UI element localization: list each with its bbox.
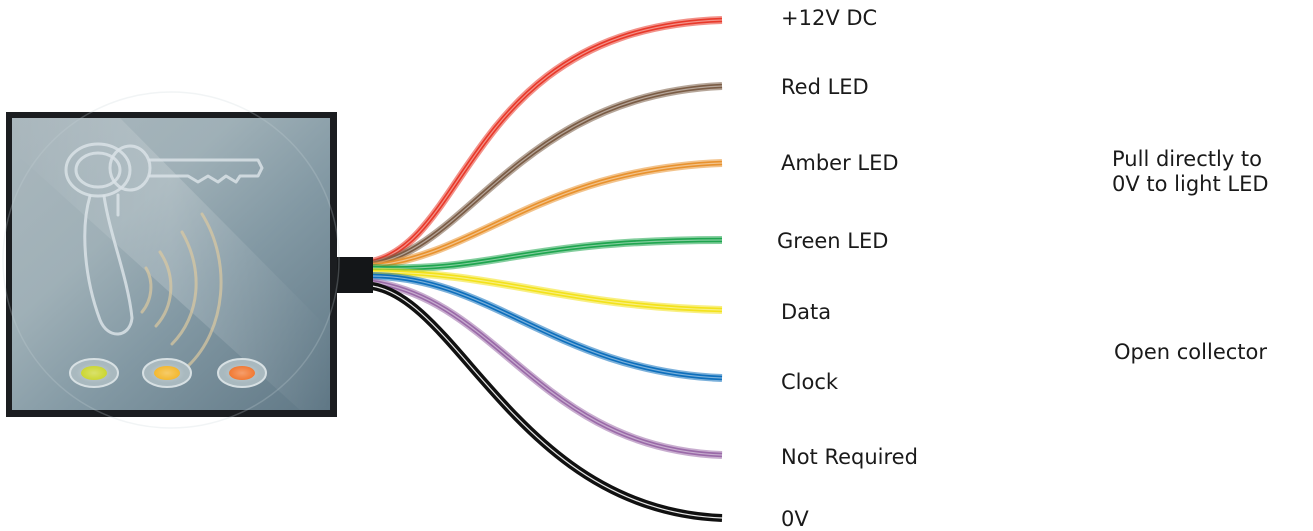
label-0v: 0V [781, 507, 809, 531]
wire-0v [371, 282, 723, 522]
label-green-led: Green LED [777, 229, 889, 253]
red-led-indicator [217, 358, 267, 388]
cable-connector [337, 257, 373, 293]
card-reader [2, 91, 340, 429]
label-data: Data [781, 300, 832, 324]
wire-amber-led [371, 159, 723, 270]
wire-not-required [371, 278, 723, 459]
wire-green-led [371, 236, 723, 273]
key-fob-icon [64, 142, 264, 336]
wire-red-led [371, 82, 723, 268]
collector-note: Open collector [1114, 340, 1268, 364]
led-note-line-1: Pull directly to [1112, 147, 1263, 171]
label-red-led: Red LED [781, 75, 869, 99]
wire-plus12v [371, 16, 723, 266]
label-clock: Clock [781, 370, 839, 394]
wire-clock [371, 272, 723, 382]
label-not-required: Not Required [781, 445, 918, 469]
green-led-indicator [69, 358, 119, 388]
wire-data [371, 268, 723, 314]
led-note-line-2: 0V to light LED [1112, 172, 1269, 196]
amber-led-indicator [142, 358, 192, 388]
label-plus12v: +12V DC [781, 6, 878, 30]
wires [371, 16, 723, 522]
led-note: Pull directly to 0V to light LED [1112, 147, 1269, 197]
reader-leds [69, 358, 267, 388]
label-amber-led: Amber LED [781, 151, 899, 175]
rf-waves-icon [140, 212, 223, 368]
